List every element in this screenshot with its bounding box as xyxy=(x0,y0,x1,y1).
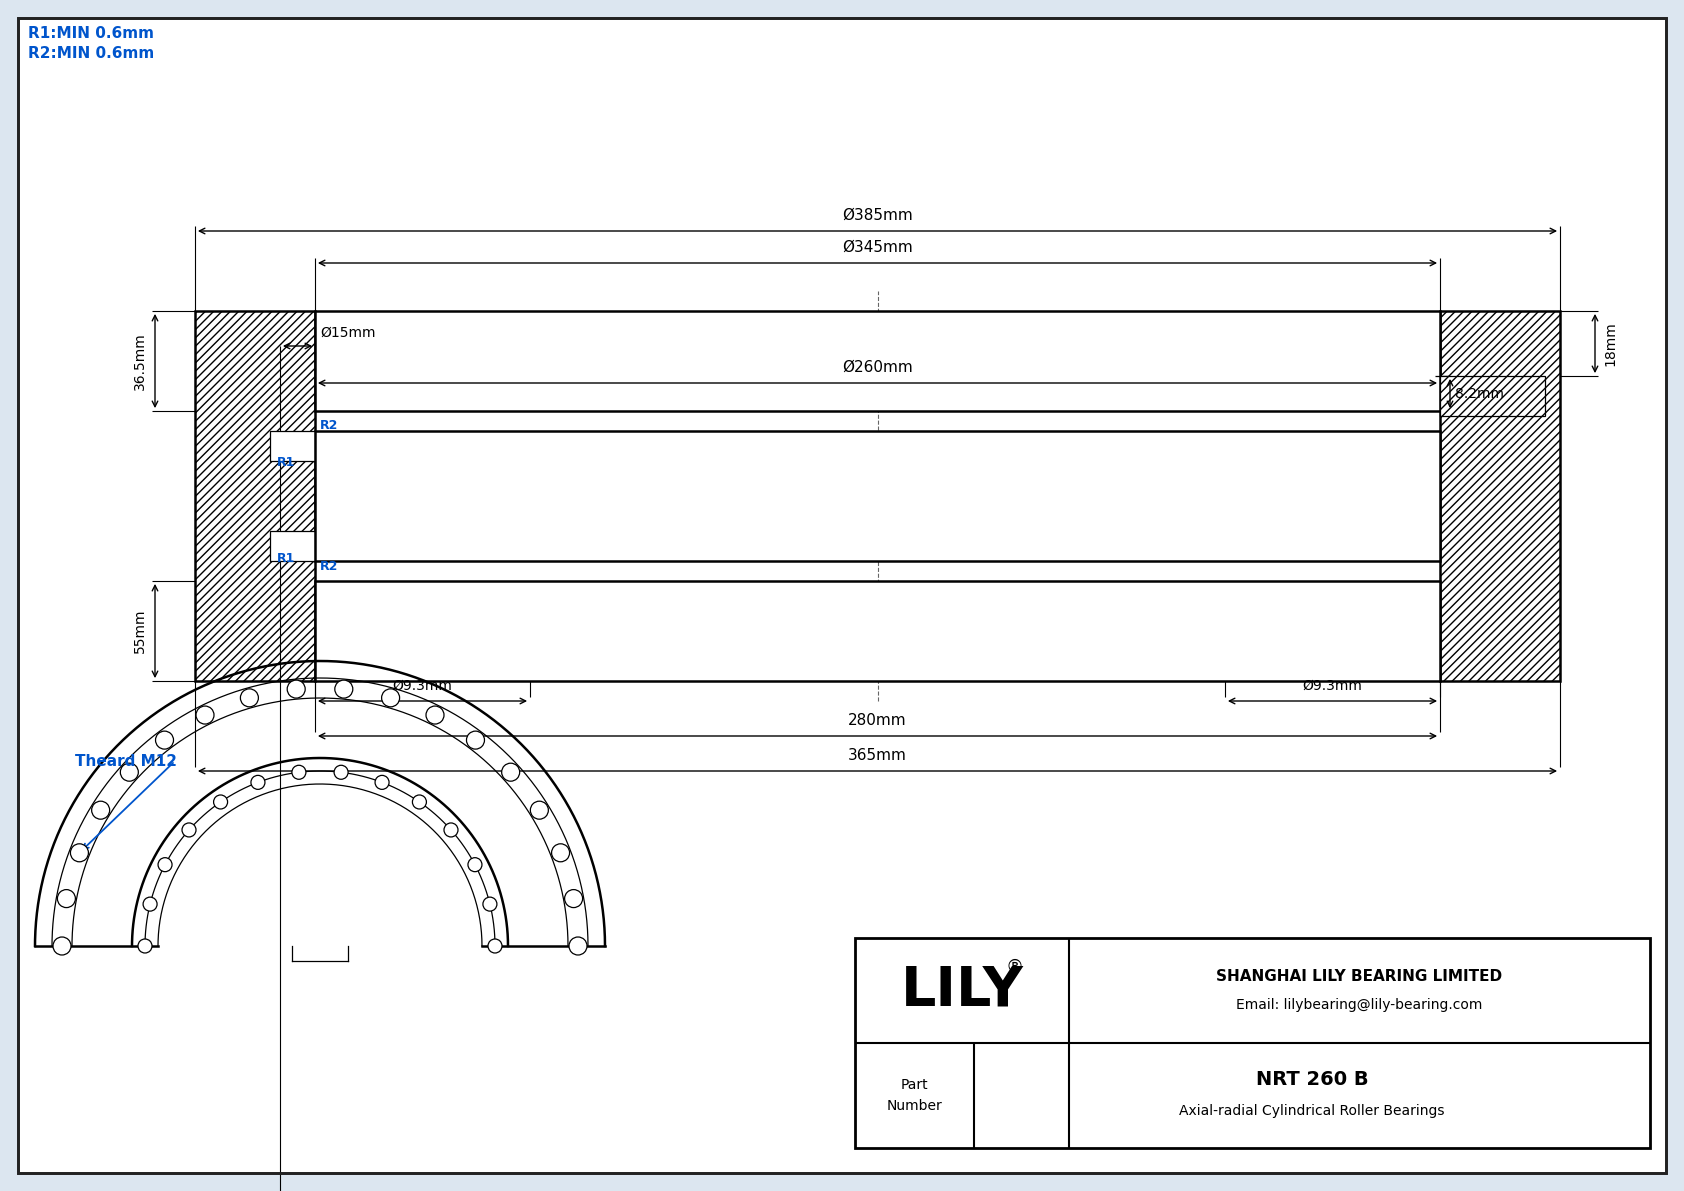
Circle shape xyxy=(138,939,152,953)
Circle shape xyxy=(426,706,445,724)
Text: 18mm: 18mm xyxy=(1603,322,1617,366)
Text: Ø9.3mm: Ø9.3mm xyxy=(1302,679,1362,693)
Circle shape xyxy=(120,763,138,781)
Circle shape xyxy=(335,680,354,698)
Text: R2: R2 xyxy=(320,419,338,432)
Bar xyxy=(269,431,315,461)
Circle shape xyxy=(91,802,109,819)
Text: SHANGHAI LILY BEARING LIMITED: SHANGHAI LILY BEARING LIMITED xyxy=(1216,969,1502,984)
Text: Ø345mm: Ø345mm xyxy=(842,241,913,255)
Bar xyxy=(269,531,315,561)
Bar xyxy=(855,939,1650,1148)
Circle shape xyxy=(251,775,264,790)
Text: Email: lilybearing@lily-bearing.com: Email: lilybearing@lily-bearing.com xyxy=(1236,998,1482,1011)
Circle shape xyxy=(376,775,389,790)
Circle shape xyxy=(552,843,569,862)
Circle shape xyxy=(143,897,157,911)
Bar xyxy=(315,431,1440,561)
Circle shape xyxy=(57,890,76,908)
Circle shape xyxy=(468,858,482,872)
Text: Theard M12: Theard M12 xyxy=(76,754,177,768)
Text: 55mm: 55mm xyxy=(133,609,147,653)
Text: R2: R2 xyxy=(320,560,338,573)
Bar xyxy=(315,581,1440,681)
Text: R1:MIN 0.6mm: R1:MIN 0.6mm xyxy=(29,26,153,40)
Text: Ø385mm: Ø385mm xyxy=(842,208,913,223)
Text: 8.2mm: 8.2mm xyxy=(1455,387,1504,400)
Circle shape xyxy=(195,706,214,724)
Circle shape xyxy=(488,939,502,953)
Circle shape xyxy=(564,890,583,908)
Circle shape xyxy=(413,794,426,809)
Text: LILY: LILY xyxy=(901,964,1024,1017)
Text: Part
Number: Part Number xyxy=(886,1078,943,1112)
Bar xyxy=(1440,376,1544,416)
Circle shape xyxy=(182,823,195,837)
Circle shape xyxy=(155,731,173,749)
Text: Ø9.3mm: Ø9.3mm xyxy=(392,679,453,693)
Text: R1: R1 xyxy=(276,456,295,469)
Text: NRT 260 B: NRT 260 B xyxy=(1256,1070,1369,1089)
Text: 280mm: 280mm xyxy=(849,713,906,728)
Text: 36.5mm: 36.5mm xyxy=(133,332,147,389)
Circle shape xyxy=(291,766,306,779)
Bar xyxy=(1440,311,1559,681)
Circle shape xyxy=(158,858,172,872)
Circle shape xyxy=(483,897,497,911)
Circle shape xyxy=(445,823,458,837)
Text: ®: ® xyxy=(1005,958,1022,975)
Circle shape xyxy=(530,802,549,819)
Circle shape xyxy=(466,731,485,749)
Text: R2:MIN 0.6mm: R2:MIN 0.6mm xyxy=(29,46,155,61)
Circle shape xyxy=(502,763,520,781)
Bar xyxy=(195,311,315,681)
Text: Ø15mm: Ø15mm xyxy=(320,326,376,339)
Circle shape xyxy=(71,843,89,862)
Circle shape xyxy=(288,680,305,698)
Text: R1: R1 xyxy=(276,553,295,566)
Circle shape xyxy=(214,794,227,809)
Circle shape xyxy=(333,766,349,779)
Circle shape xyxy=(382,688,399,706)
Circle shape xyxy=(569,937,588,955)
Bar xyxy=(315,311,1440,411)
Text: 365mm: 365mm xyxy=(849,748,908,763)
Text: Ø260mm: Ø260mm xyxy=(842,360,913,375)
Circle shape xyxy=(52,937,71,955)
Text: Axial-radial Cylindrical Roller Bearings: Axial-radial Cylindrical Roller Bearings xyxy=(1179,1104,1445,1118)
Circle shape xyxy=(241,688,258,706)
